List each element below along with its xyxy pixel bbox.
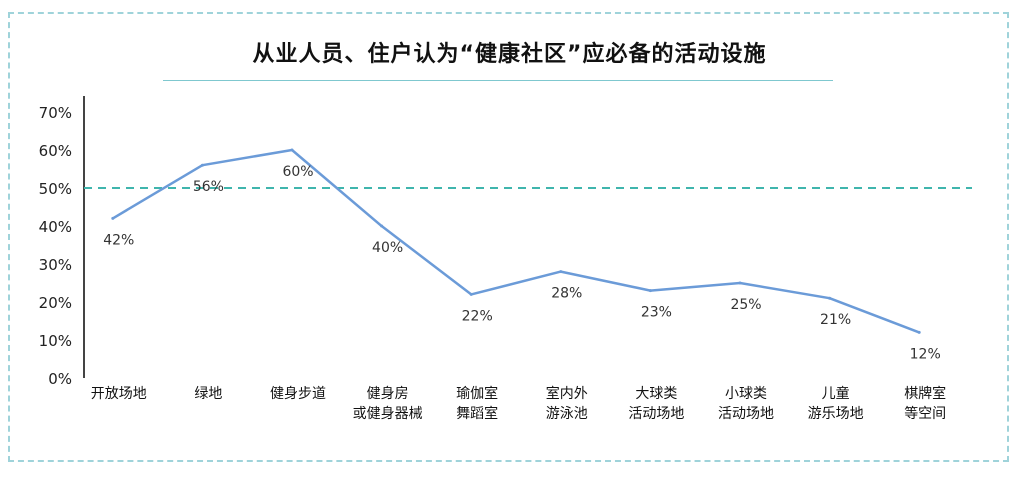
x-category-label: 儿童: [822, 385, 850, 402]
x-category-label: 棋牌室: [904, 385, 946, 402]
data-point: [648, 289, 652, 293]
data-point: [828, 296, 832, 300]
chart-frame: [8, 12, 1009, 462]
x-category-label: 活动场地: [628, 406, 684, 422]
y-tick-label: 20%: [39, 294, 72, 312]
x-category-label: 健身步道: [270, 386, 326, 402]
data-point: [200, 163, 204, 167]
data-point: [380, 224, 384, 228]
data-label: 42%: [103, 232, 134, 248]
data-label: 21%: [820, 312, 851, 328]
data-label: 56%: [193, 179, 224, 195]
data-label: 28%: [551, 286, 582, 302]
x-category-label: 健身房: [367, 386, 409, 402]
y-tick-label: 10%: [39, 332, 72, 350]
x-category-label: 瑜伽室: [456, 385, 498, 402]
chart-title: 从业人员、住户认为“健康社区”应必备的活动设施: [252, 42, 767, 67]
x-category-label: 等空间: [904, 405, 946, 422]
x-category-label: 大球类: [635, 386, 677, 402]
y-tick-label: 70%: [39, 104, 72, 122]
data-point: [111, 216, 115, 220]
x-category-label: 舞蹈室: [456, 405, 498, 422]
y-tick-label: 50%: [39, 180, 72, 198]
x-category-label: 小球类: [725, 386, 767, 402]
x-category-label: 活动场地: [718, 406, 774, 422]
data-label: 40%: [372, 240, 403, 256]
y-tick-label: 40%: [39, 218, 72, 236]
x-category-label: 游泳池: [546, 406, 588, 422]
series-line: [112, 148, 920, 334]
x-category-label: 开放场地: [91, 386, 147, 402]
data-label: 23%: [641, 305, 672, 321]
data-label: 22%: [462, 308, 493, 324]
x-category-label: 游乐场地: [808, 406, 864, 422]
x-category-label: 或健身器械: [353, 406, 423, 422]
data-point: [738, 281, 742, 285]
y-tick-label: 0%: [48, 370, 72, 388]
x-category-label: 室内外: [546, 385, 588, 402]
data-label: 12%: [910, 346, 941, 362]
data-label: 25%: [730, 297, 761, 313]
y-tick-label: 60%: [39, 142, 72, 160]
data-label: 60%: [282, 164, 313, 180]
data-point: [469, 292, 473, 296]
x-category-label: 绿地: [194, 386, 222, 402]
title-underline: [163, 80, 833, 81]
data-point: [290, 148, 294, 152]
data-point: [559, 270, 563, 274]
data-point: [917, 330, 921, 334]
y-tick-label: 30%: [39, 256, 72, 274]
